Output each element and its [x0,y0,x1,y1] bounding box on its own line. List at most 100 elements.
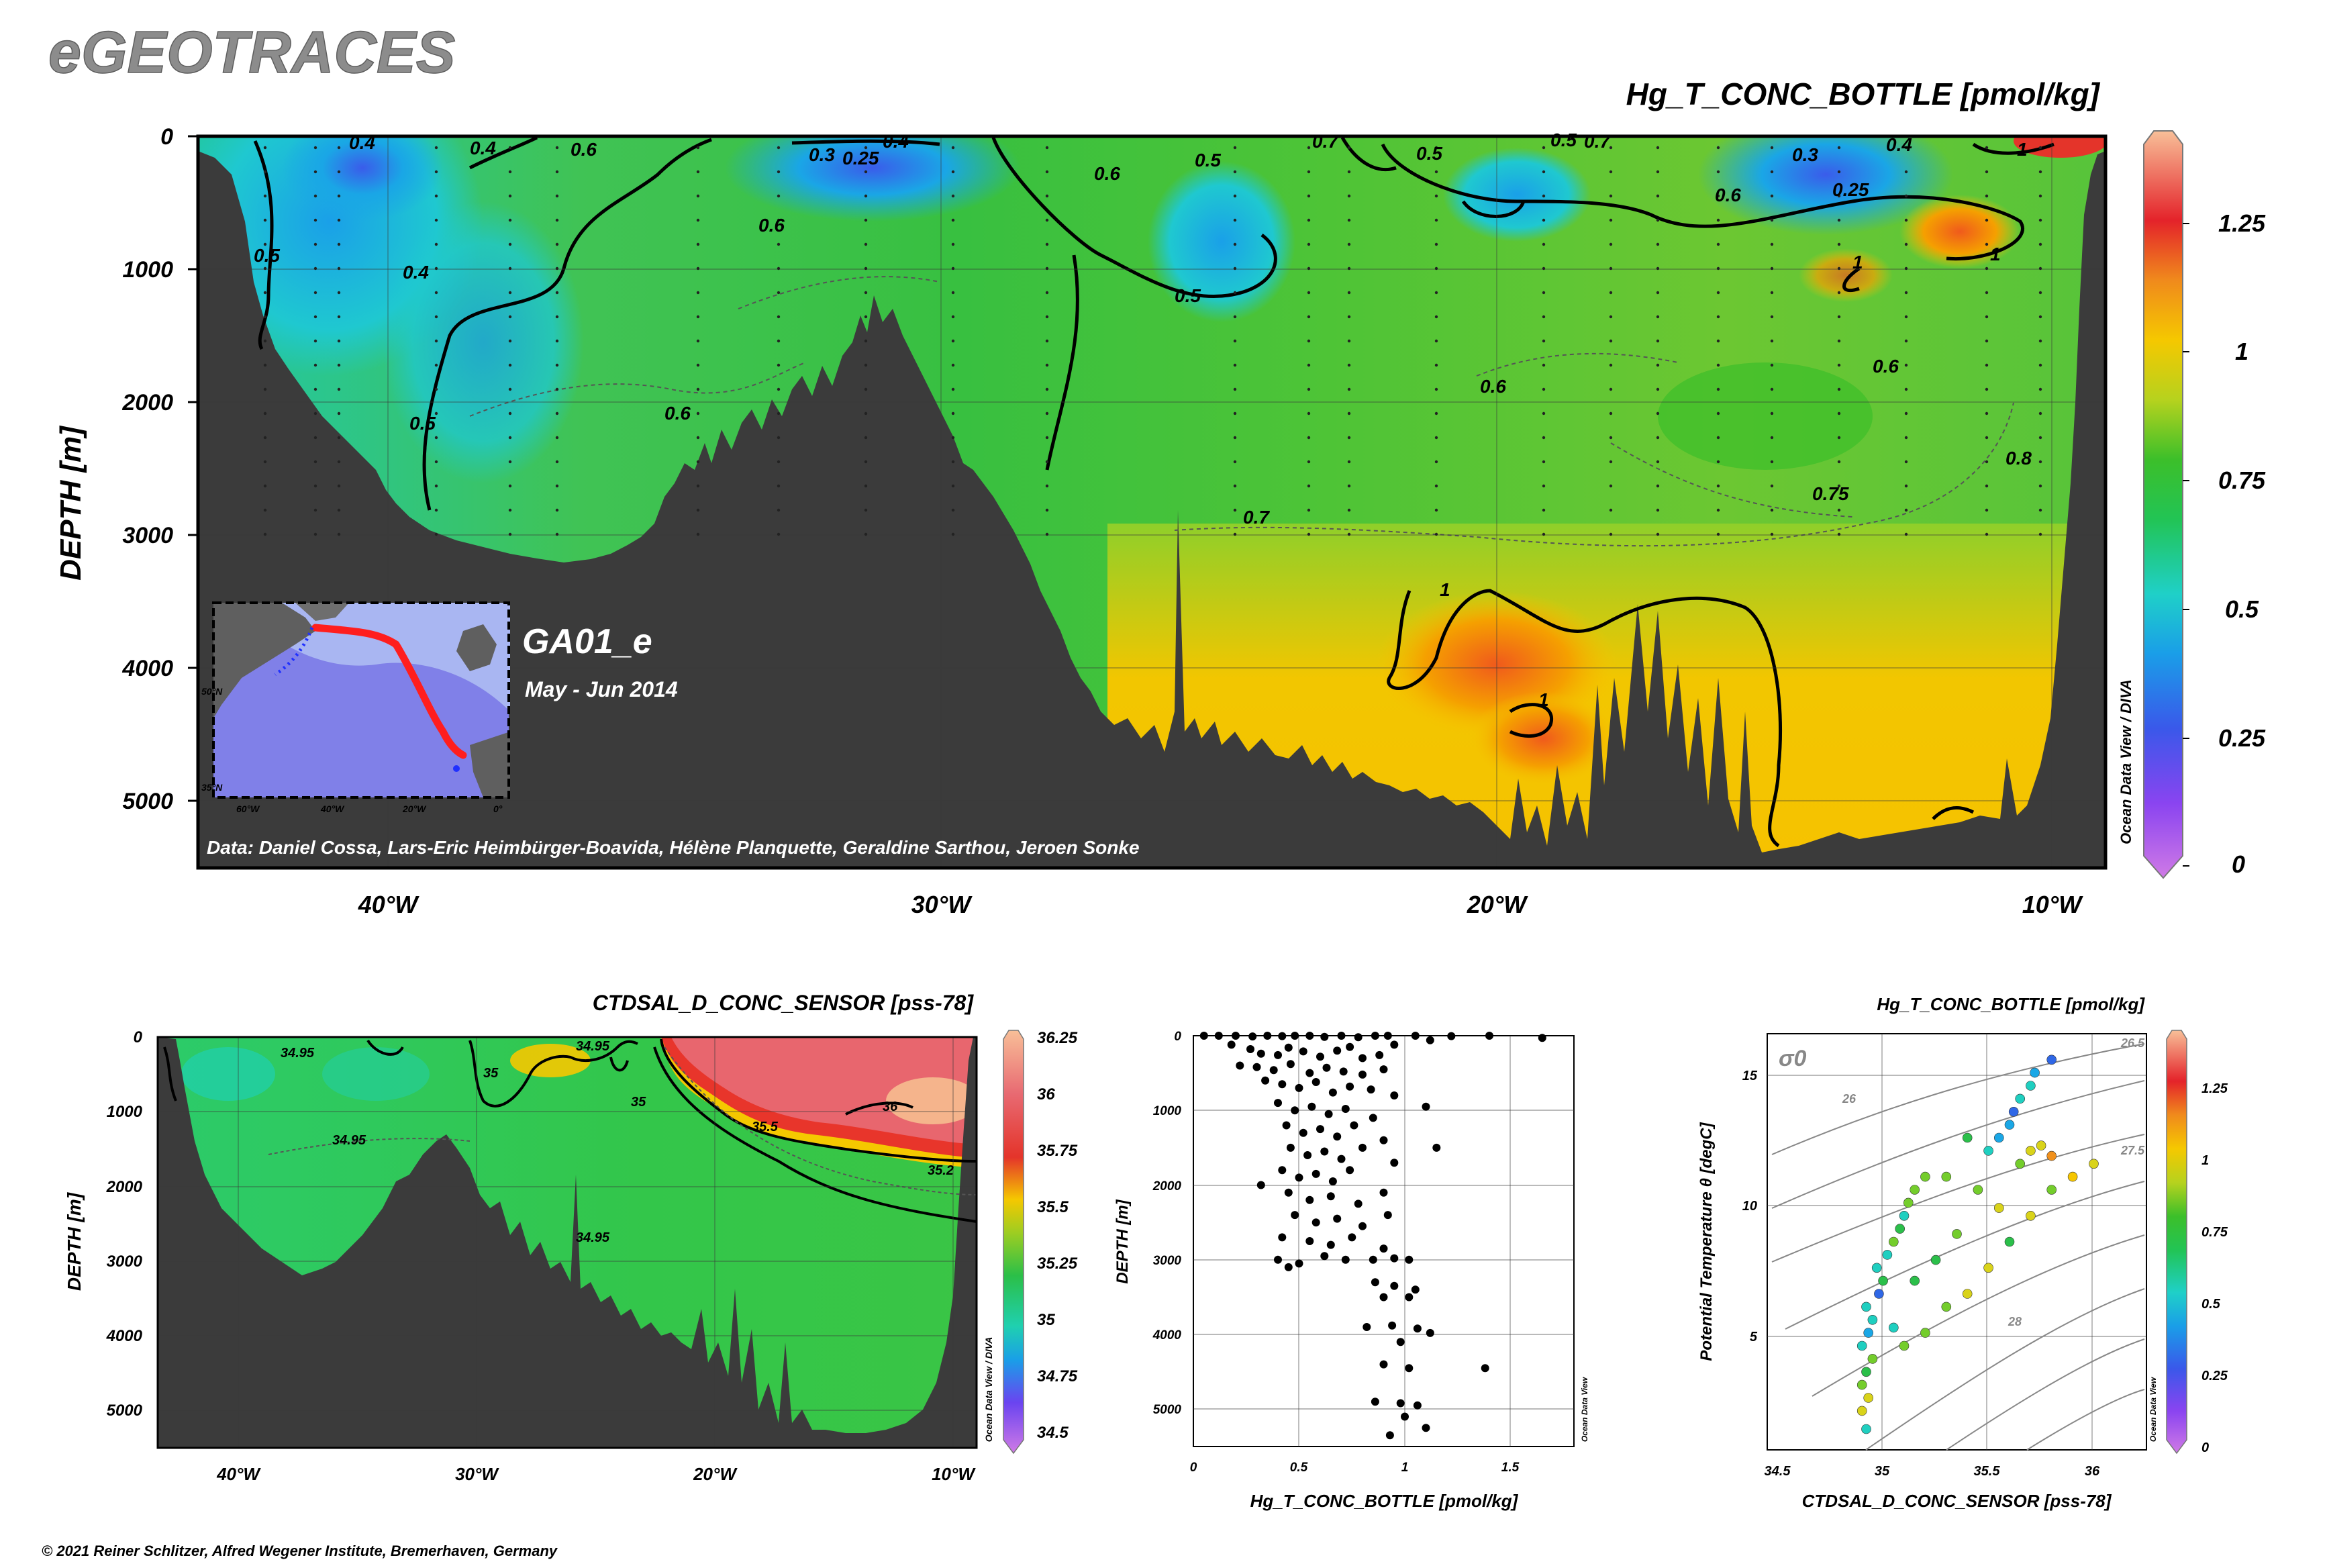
profile-xticks: 0 0.5 1 1.5 [1190,1461,1520,1475]
station-dot [313,170,317,174]
ts-title: Hg_T_CONC_BOTTLE [pmol/kg] [1877,994,2145,1014]
station-dot [555,508,559,512]
ts-point [1882,1250,1893,1260]
profile-point [1354,1199,1363,1208]
x-tick: 40°W [216,1464,261,1484]
ts-point [1889,1322,1899,1333]
profile-point [1379,1244,1388,1253]
station-dot [434,508,438,512]
station-dot [1307,508,1311,512]
station-dot [1985,411,1989,415]
station-dot [1770,508,1774,512]
station-dot [1904,460,1908,464]
isopycnal-labels: 26 26.5 27.5 28 [1842,1036,2145,1328]
station-dot [434,146,438,150]
station-dot [1716,242,1720,246]
ts-point [1863,1393,1873,1403]
contour-label: 0.6 [664,403,691,424]
station-dot [1609,315,1613,319]
station-dot [1045,484,1049,488]
station-dot [1542,291,1546,295]
main-contour-labels: 0.4 0.6 0.4 0.3 0.25 0.4 0.5 0.6 0.7 0.5… [254,130,2032,710]
profile-point [1426,1036,1434,1044]
station-dot [263,194,267,198]
profile-point [1432,1143,1441,1152]
station-dot [263,460,267,464]
contour-label: 0.6 [1480,376,1506,397]
cbar-tick: 35.5 [1037,1198,1069,1216]
station-dot [1542,508,1546,512]
contour-label: 0.8 [2006,448,2032,469]
station-dot [1837,266,1841,271]
station-dot [951,436,955,440]
station-dot [555,315,559,319]
station-dot [1837,218,1841,222]
sal-contour-labels: 34.95 34.95 34.95 35 34.95 35 35.5 36 35… [281,1039,954,1245]
isopycnal-label: 26 [1842,1092,1856,1106]
station-dot [1985,387,1989,391]
y-tick: 4000 [106,1327,143,1345]
station-dot [777,242,781,246]
station-dot [1233,387,1237,391]
station-dot [951,387,955,391]
station-dot [1233,339,1237,343]
station-dot [555,339,559,343]
station-dot [696,315,700,319]
station-dot [696,146,700,150]
ts-point [2004,1120,2015,1130]
cbar-tick: 35 [1037,1311,1055,1329]
ts-colorbar-ticks: 0 0.25 0.5 0.75 1 1.25 [2201,1081,2228,1455]
station-dot [1609,242,1613,246]
y-tick: 4000 [121,656,173,681]
station-dot [1770,146,1774,150]
station-dot [1609,339,1613,343]
profile-point [1337,1032,1346,1040]
station-dot [2038,315,2042,319]
station-dot [1542,484,1546,488]
profile-point [1367,1085,1375,1094]
profile-point [1303,1151,1312,1159]
profile-point [1375,1050,1384,1059]
station-dot [263,387,267,391]
profile-point [1390,1040,1399,1049]
cruise-label: GA01_e [522,622,652,661]
x-tick: 0 [1190,1461,1197,1475]
station-dot [1307,170,1311,174]
station-dot [263,266,267,271]
ts-colorbar [2166,1030,2187,1455]
x-tick: 30°W [911,891,973,918]
station-dot [313,484,317,488]
station-dot [508,436,512,440]
station-dot [555,484,559,488]
ts-point [2015,1159,2025,1169]
profile-point [1286,1143,1295,1152]
station-dot [1770,436,1774,440]
station-dot [434,436,438,440]
contour-label: 0.6 [1873,356,1899,377]
station-dot [508,411,512,415]
station-dot [1716,387,1720,391]
station-dot [1716,291,1720,295]
station-dot [864,242,868,246]
station-dots [263,146,2042,536]
station-dot [1985,484,1989,488]
cbar-tick: 0.75 [2201,1225,2228,1240]
profile-odv-credit: Ocean Data View [1580,1377,1589,1442]
station-dot [313,411,317,415]
station-dot [1656,532,1660,536]
station-dot [1307,363,1311,367]
ts-point [1861,1302,1871,1312]
contour-label: 1 [1990,244,2001,264]
profile-point [1401,1412,1409,1421]
profile-point [1358,1070,1367,1079]
station-dot [263,363,267,367]
station-dot [951,291,955,295]
station-dot [777,146,781,150]
profile-point [1199,1032,1208,1040]
y-tick: 3000 [107,1253,143,1271]
station-dot [508,363,512,367]
station-dot [1045,146,1049,150]
contour-label: 0.6 [1094,163,1120,184]
station-dot [508,508,512,512]
station-dot [1656,146,1660,150]
